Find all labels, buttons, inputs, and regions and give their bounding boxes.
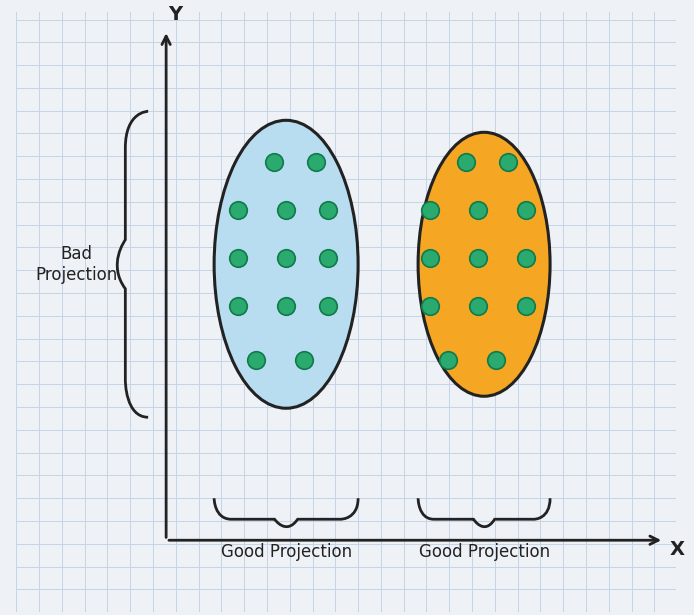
Ellipse shape — [214, 121, 358, 408]
Point — [280, 205, 291, 215]
Point — [520, 205, 532, 215]
Point — [269, 157, 280, 167]
Point — [491, 355, 502, 365]
Point — [502, 157, 514, 167]
Text: Bad
Projection: Bad Projection — [35, 245, 117, 284]
Point — [251, 355, 262, 365]
Point — [323, 301, 334, 311]
Point — [323, 205, 334, 215]
Point — [280, 253, 291, 263]
Text: Good Projection: Good Projection — [418, 543, 550, 561]
Ellipse shape — [418, 132, 550, 396]
Point — [473, 301, 484, 311]
Point — [425, 301, 436, 311]
Point — [425, 205, 436, 215]
Point — [443, 355, 454, 365]
Point — [520, 301, 532, 311]
Text: Good Projection: Good Projection — [221, 543, 352, 561]
Point — [323, 253, 334, 263]
Point — [232, 205, 244, 215]
Point — [232, 301, 244, 311]
Point — [461, 157, 472, 167]
Point — [298, 355, 310, 365]
Point — [232, 253, 244, 263]
Point — [280, 301, 291, 311]
Point — [473, 253, 484, 263]
Text: X: X — [670, 540, 685, 559]
Point — [520, 253, 532, 263]
Point — [310, 157, 321, 167]
Text: Y: Y — [168, 6, 183, 25]
Point — [473, 205, 484, 215]
Point — [425, 253, 436, 263]
